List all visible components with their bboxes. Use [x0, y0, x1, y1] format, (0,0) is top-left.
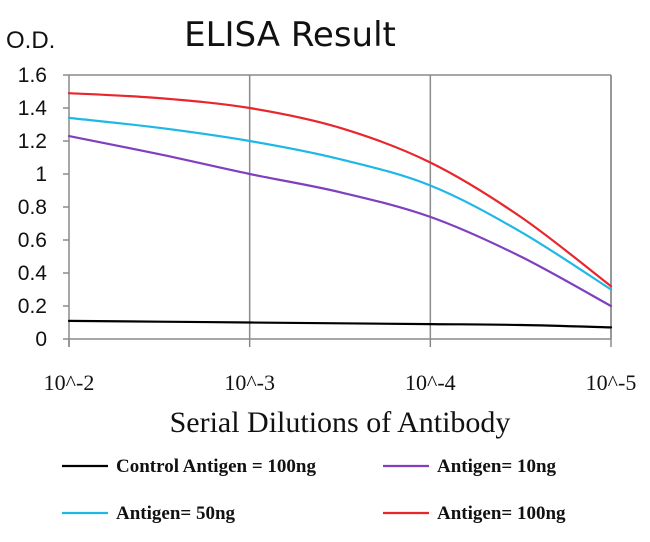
data-series [67, 92, 613, 329]
y-tick-label: 1.6 [18, 64, 47, 87]
x-tick-label: 10^-4 [405, 370, 456, 395]
legend-item: Antigen= 50ng [62, 503, 236, 524]
legend: Control Antigen = 100ng Antigen= 10ng Anti… [62, 456, 566, 524]
series-line-1 [67, 135, 613, 308]
x-tick-label: 10^-3 [224, 370, 275, 395]
y-tick-label: 0 [35, 328, 47, 351]
series-line-3 [67, 92, 613, 288]
legend-item: Antigen= 100ng [383, 503, 566, 524]
legend-item: Control Antigen = 100ng [62, 456, 316, 477]
x-tick-label: 10^-2 [44, 370, 95, 395]
series-line-2 [67, 116, 613, 291]
y-tick-label: 0.6 [18, 229, 47, 252]
y-axis-label: O.D. [6, 27, 55, 54]
y-tick-label: 0.8 [18, 196, 47, 219]
legend-label: Antigen= 50ng [116, 503, 236, 524]
legend-label: Antigen= 10ng [437, 456, 557, 477]
y-tick-label: 0.4 [18, 262, 48, 285]
legend-label: Control Antigen = 100ng [116, 456, 316, 477]
x-tick-label: 10^-5 [586, 370, 637, 395]
chart-title: ELISA Result [184, 15, 396, 55]
y-tick-label: 1 [35, 163, 47, 186]
y-tick-labels: 0 0.2 0.4 0.6 0.8 1 1.2 1.4 1.6 [18, 64, 48, 351]
x-tick-labels: 10^-2 10^-3 10^-4 10^-5 [44, 370, 637, 395]
y-tick-label: 0.2 [18, 295, 47, 318]
x-axis-label: Serial Dilutions of Antibody [170, 406, 511, 439]
series-line-0 [67, 319, 613, 329]
legend-item: Antigen= 10ng [383, 456, 557, 477]
legend-label: Antigen= 100ng [437, 503, 566, 524]
grid-lines [69, 74, 612, 339]
y-tick-label: 1.4 [18, 97, 48, 120]
y-tick-label: 1.2 [18, 130, 47, 153]
axes [63, 74, 612, 347]
